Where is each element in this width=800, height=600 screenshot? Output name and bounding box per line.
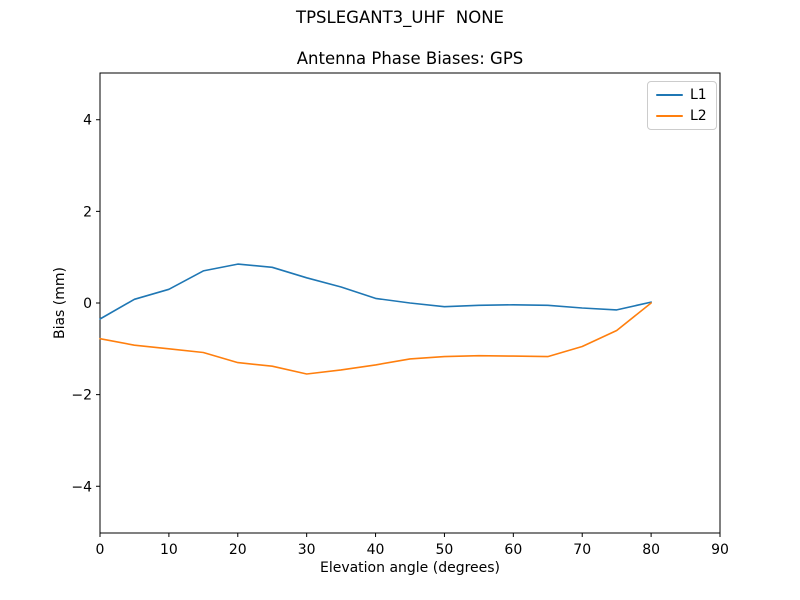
legend-entry-l2: L2 (656, 109, 707, 123)
y-tick-label: −2 (71, 388, 92, 404)
series-line-l1 (99, 263, 652, 320)
x-tick-label: 90 (711, 542, 729, 558)
x-tick-label: 20 (229, 542, 247, 558)
y-tick-label: −4 (71, 479, 92, 495)
figure-title: TPSLEGANT3_UHF NONE (296, 8, 504, 27)
x-tick-label: 60 (504, 542, 522, 558)
legend-label-l2: L2 (690, 108, 707, 124)
y-tick-label: 4 (83, 113, 92, 129)
x-tick-label: 0 (96, 542, 105, 558)
legend: L1 L2 (647, 81, 717, 130)
legend-entry-l1: L1 (656, 88, 707, 102)
l2-line-sample (656, 115, 683, 117)
series-line-l2 (99, 302, 652, 375)
x-tick-label: 50 (436, 542, 454, 558)
y-tick-label: 2 (83, 204, 92, 220)
l1-line-sample (656, 94, 683, 96)
axes-title: Antenna Phase Biases: GPS (296, 49, 524, 68)
x-tick-label: 30 (298, 542, 316, 558)
legend-label-l1: L1 (690, 87, 707, 103)
x-tick-label: 10 (160, 542, 178, 558)
y-tick-label: 0 (83, 296, 92, 312)
x-tick-label: 80 (642, 542, 660, 558)
x-axis-label: Elevation angle (degrees) (319, 560, 501, 576)
x-tick-label: 70 (573, 542, 591, 558)
x-tick-label: 40 (367, 542, 385, 558)
